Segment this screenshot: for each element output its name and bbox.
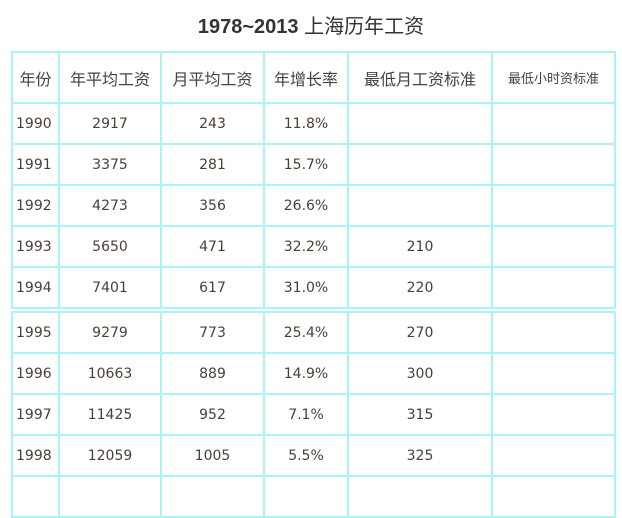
cell-annual-avg: 4273 — [58, 184, 162, 227]
cell-min-hourly — [491, 475, 616, 518]
cell-min-hourly — [491, 311, 616, 354]
cell-year: 1997 — [11, 393, 60, 436]
cell-min-hourly — [491, 393, 616, 436]
header-min-hourly: 最低小时资标准 — [491, 51, 616, 104]
wage-table-part2: 1995 9279 773 25.4% 270 1996 10663 889 14.9% 300 1… — [11, 311, 616, 518]
cell-annual-avg — [58, 475, 162, 518]
cell-growth: 5.5% — [263, 434, 349, 477]
cell-min-monthly: 210 — [347, 225, 493, 268]
cell-growth: 26.6% — [263, 184, 349, 227]
page-title: 1978~2013 上海历年工资 — [0, 10, 622, 39]
cell-annual-avg: 5650 — [58, 225, 162, 268]
cell-growth: 11.8% — [263, 102, 349, 145]
cell-growth: 14.9% — [263, 352, 349, 395]
cell-annual-avg: 11425 — [58, 393, 162, 436]
cell-min-hourly — [491, 102, 616, 145]
cell-min-monthly — [347, 102, 493, 145]
cell-monthly-avg: 356 — [160, 184, 265, 227]
header-monthly-avg: 月平均工资 — [160, 51, 265, 104]
cell-monthly-avg: 617 — [160, 266, 265, 309]
cell-growth — [263, 475, 349, 518]
cell-monthly-avg: 889 — [160, 352, 265, 395]
cell-annual-avg: 3375 — [58, 143, 162, 186]
header-annual-avg: 年平均工资 — [58, 51, 162, 104]
table-row: 1992 4273 356 26.6% — [11, 184, 616, 227]
cell-annual-avg: 10663 — [58, 352, 162, 395]
cell-monthly-avg: 243 — [160, 102, 265, 145]
table-row: 1998 12059 1005 5.5% 325 — [11, 434, 616, 477]
cell-year: 1991 — [11, 143, 60, 186]
cell-year: 1993 — [11, 225, 60, 268]
cell-monthly-avg: 471 — [160, 225, 265, 268]
cell-min-monthly — [347, 143, 493, 186]
header-growth: 年增长率 — [263, 51, 349, 104]
cell-min-hourly — [491, 184, 616, 227]
cell-min-hourly — [491, 143, 616, 186]
wage-table-part1: 年份 年平均工资 月平均工资 年增长率 最低月工资标准 最低小时资标准 1990… — [11, 51, 616, 309]
cell-growth: 32.2% — [263, 225, 349, 268]
cell-min-hourly — [491, 434, 616, 477]
header-row: 年份 年平均工资 月平均工资 年增长率 最低月工资标准 最低小时资标准 — [11, 51, 616, 104]
cell-year — [11, 475, 60, 518]
cell-annual-avg: 2917 — [58, 102, 162, 145]
table-row: 1993 5650 471 32.2% 210 — [11, 225, 616, 268]
cell-year: 1998 — [11, 434, 60, 477]
table-row: 1997 11425 952 7.1% 315 — [11, 393, 616, 436]
cell-year: 1995 — [11, 311, 60, 354]
cell-monthly-avg: 281 — [160, 143, 265, 186]
cell-min-monthly: 220 — [347, 266, 493, 309]
header-year: 年份 — [11, 51, 60, 104]
cell-min-hourly — [491, 266, 616, 309]
cell-year: 1990 — [11, 102, 60, 145]
cell-min-monthly: 325 — [347, 434, 493, 477]
cell-monthly-avg — [160, 475, 265, 518]
cell-annual-avg: 7401 — [58, 266, 162, 309]
cell-min-monthly: 315 — [347, 393, 493, 436]
cell-min-monthly — [347, 475, 493, 518]
cell-annual-avg: 9279 — [58, 311, 162, 354]
cell-min-monthly: 270 — [347, 311, 493, 354]
table-row: 1990 2917 243 11.8% — [11, 102, 616, 145]
cell-monthly-avg: 773 — [160, 311, 265, 354]
cell-min-monthly: 300 — [347, 352, 493, 395]
table-row — [11, 475, 616, 518]
title-years: 1978~2013 — [197, 16, 299, 38]
table-row: 1994 7401 617 31.0% 220 — [11, 266, 616, 309]
cell-monthly-avg: 1005 — [160, 434, 265, 477]
header-min-monthly: 最低月工资标准 — [347, 51, 493, 104]
cell-min-hourly — [491, 225, 616, 268]
table-row: 1996 10663 889 14.9% 300 — [11, 352, 616, 395]
cell-year: 1992 — [11, 184, 60, 227]
table-row: 1991 3375 281 15.7% — [11, 143, 616, 186]
title-text: 上海历年工资 — [304, 16, 425, 38]
cell-growth: 15.7% — [263, 143, 349, 186]
cell-year: 1994 — [11, 266, 60, 309]
cell-growth: 31.0% — [263, 266, 349, 309]
table-row: 1995 9279 773 25.4% 270 — [11, 311, 616, 354]
cell-annual-avg: 12059 — [58, 434, 162, 477]
cell-monthly-avg: 952 — [160, 393, 265, 436]
cell-growth: 25.4% — [263, 311, 349, 354]
cell-min-monthly — [347, 184, 493, 227]
cell-min-hourly — [491, 352, 616, 395]
cell-growth: 7.1% — [263, 393, 349, 436]
cell-year: 1996 — [11, 352, 60, 395]
